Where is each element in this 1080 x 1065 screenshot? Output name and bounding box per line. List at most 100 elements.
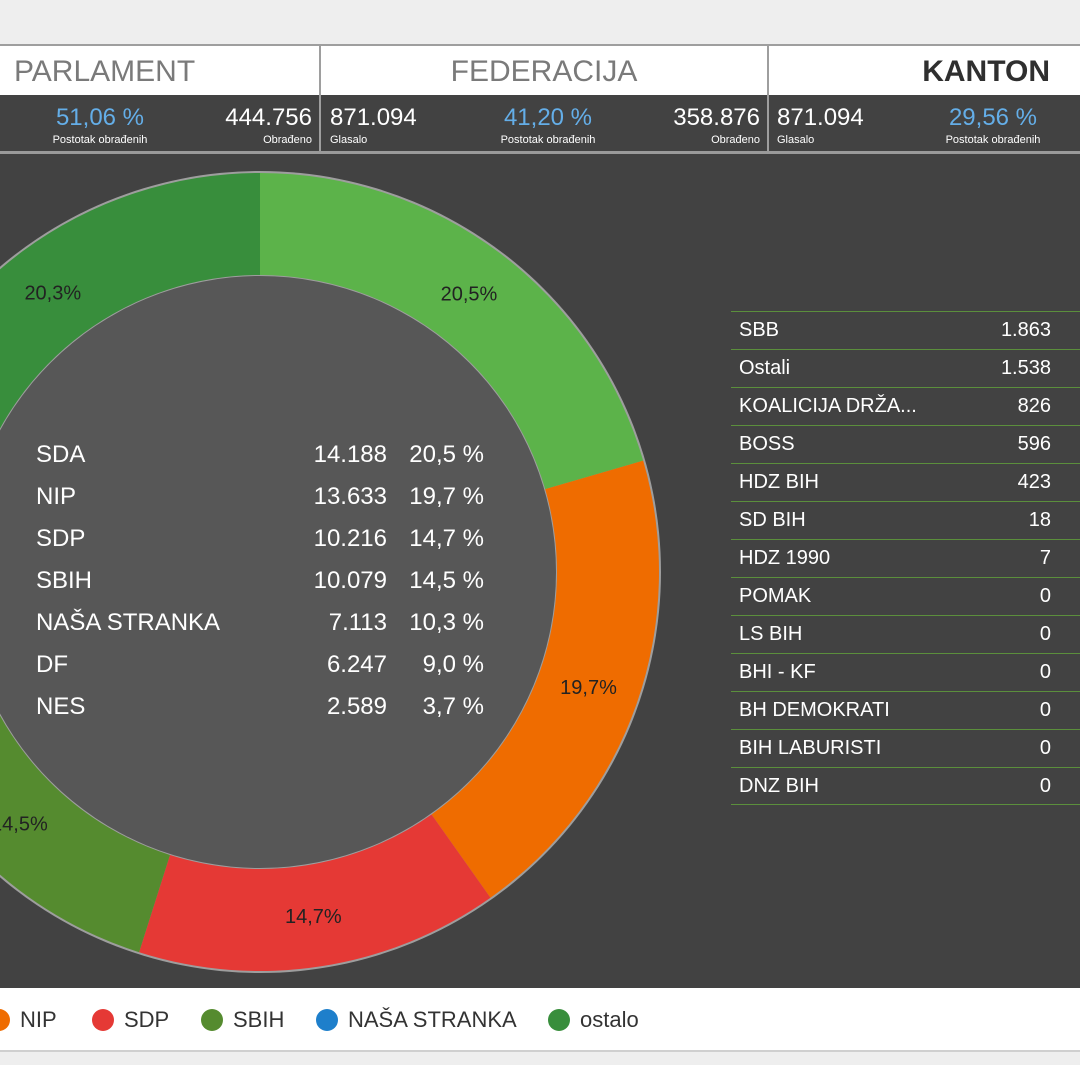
center-party-votes: 14.188	[314, 441, 387, 468]
chart-legend: NIP SDP SBIH NAŠA STRANKA ostalo	[0, 988, 1080, 1052]
slice-label-nip: 19,7%	[560, 677, 617, 699]
legend-item[interactable]: NAŠA STRANKA	[316, 1007, 517, 1033]
kanton-voted-label: Glasalo	[777, 134, 815, 146]
legend-dot-icon	[92, 1009, 114, 1031]
party-votes: 7	[1039, 547, 1051, 569]
center-party-votes: 2.589	[327, 693, 387, 720]
donut-slice-sbih[interactable]	[0, 674, 170, 953]
donut-slice-ostalo[interactable]	[0, 173, 260, 486]
table-row: KOALICIJA DRŽA... 826	[731, 387, 1080, 425]
stats-divider	[767, 95, 769, 151]
parlament-processed-label: Obrađeno	[263, 134, 312, 146]
table-row: HDZ 1990 7	[731, 539, 1080, 577]
party-votes: 1.538	[1000, 357, 1051, 379]
table-row: Ostali 1.538	[731, 349, 1080, 387]
party-votes: 0	[1039, 775, 1051, 797]
center-party-name: SDP	[36, 525, 85, 552]
party-name: BIH LABURISTI	[739, 737, 882, 759]
parlament-percent-label: Postotak obrađenih	[52, 134, 148, 146]
party-votes: 0	[1039, 699, 1051, 721]
bottom-divider	[0, 1050, 1080, 1052]
donut-slice-nip[interactable]	[431, 460, 659, 898]
party-votes: 18	[1028, 509, 1051, 531]
legend-label: NIP	[20, 1007, 57, 1032]
center-party-name: NIP	[36, 483, 76, 510]
center-party-percent: 14,5 %	[409, 567, 484, 594]
center-party-percent: 10,3 %	[409, 609, 484, 636]
kanton-percent-value: 29,56 %	[948, 104, 1038, 131]
legend-label: SDP	[124, 1007, 170, 1032]
federacija-voted-label: Glasalo	[330, 134, 368, 146]
donut-slice-sdp[interactable]	[139, 814, 491, 971]
center-party-percent: 19,7 %	[409, 483, 484, 510]
donut-slice-sda[interactable]	[260, 173, 644, 490]
stats-underline	[0, 151, 1080, 154]
federacija-percent-label: Postotak obrađenih	[500, 134, 596, 146]
party-name: SD BIH	[739, 509, 806, 531]
center-party-percent: 9,0 %	[423, 651, 484, 678]
party-name: POMAK	[739, 585, 812, 607]
tab-federacija[interactable]: FEDERACIJA	[450, 55, 638, 88]
center-party-votes: 10.079	[314, 567, 387, 594]
table-row: SD BIH 18	[731, 501, 1080, 539]
table-row: DNZ BIH 0	[731, 767, 1080, 805]
tab-parlament[interactable]: PARLAMENT	[14, 55, 196, 88]
party-name: KOALICIJA DRŽA...	[739, 395, 917, 417]
legend-dot-icon	[201, 1009, 223, 1031]
legend-label: ostalo	[580, 1007, 639, 1032]
center-party-percent: 3,7 %	[423, 693, 484, 720]
parlament-processed-value: 444.756	[225, 104, 312, 131]
slice-label-sbih: 14,5%	[0, 813, 48, 835]
tab-kanton[interactable]: KANTON	[922, 55, 1050, 88]
legend-dot-icon	[316, 1009, 338, 1031]
center-party-name: SDA	[36, 441, 85, 468]
donut-center	[0, 276, 556, 868]
party-name: Ostali	[739, 357, 791, 379]
table-row: BHI - KF 0	[731, 653, 1080, 691]
parlament-percent-value: 51,06 %	[55, 104, 145, 131]
legend-item[interactable]: SDP	[92, 1007, 169, 1033]
stats-bar	[0, 95, 1080, 151]
center-party-name: DF	[36, 651, 68, 678]
table-row: BOSS 596	[731, 425, 1080, 463]
stats-divider	[319, 95, 321, 151]
kanton-percent-label: Postotak obrađenih	[945, 134, 1041, 146]
party-name: SBB	[739, 319, 780, 341]
legend-item[interactable]: NIP	[0, 1007, 57, 1033]
party-name: HDZ BIH	[739, 471, 819, 493]
center-party-name: NES	[36, 693, 85, 720]
results-panel: 20,5% 19,7% 14,7% 14,5% 20,3% SDA 14.188 20,5 %…	[0, 154, 1080, 988]
table-row: SBB 1.863	[731, 311, 1080, 349]
legend-item[interactable]: ostalo	[548, 1007, 639, 1033]
party-name: DNZ BIH	[739, 775, 819, 797]
kanton-voted-value: 871.094	[777, 104, 864, 131]
party-name: BOSS	[739, 433, 795, 455]
legend-dot-icon	[548, 1009, 570, 1031]
party-votes: 0	[1039, 737, 1051, 759]
legend-label: SBIH	[233, 1007, 285, 1032]
federacija-processed-label: Obrađeno	[711, 134, 760, 146]
tab-divider	[319, 46, 321, 95]
legend-label: NAŠA STRANKA	[348, 1007, 517, 1032]
tab-bar: PARLAMENT FEDERACIJA KANTON	[0, 44, 1080, 95]
center-party-percent: 14,7 %	[409, 525, 484, 552]
party-votes: 596	[1017, 433, 1051, 455]
party-votes: 0	[1039, 661, 1051, 683]
legend-item[interactable]: SBIH	[201, 1007, 284, 1033]
center-party-votes: 7.113	[329, 609, 387, 636]
donut-chart: 20,5% 19,7% 14,7% 14,5% 20,3% SDA 14.188 20,5 %…	[0, 171, 661, 973]
party-name: HDZ 1990	[739, 547, 831, 569]
center-party-name: NAŠA STRANKA	[36, 608, 220, 636]
table-row: HDZ BIH 423	[731, 463, 1080, 501]
slice-label-ostalo: 20,3%	[24, 282, 81, 304]
party-votes: 826	[1017, 395, 1051, 417]
table-row: POMAK 0	[731, 577, 1080, 615]
table-row: LS BIH 0	[731, 615, 1080, 653]
table-row: BIH LABURISTI 0	[731, 729, 1080, 767]
party-votes: 423	[1017, 471, 1051, 493]
tab-divider	[767, 46, 769, 95]
center-party-votes: 6.247	[327, 651, 387, 678]
party-votes: 0	[1039, 585, 1051, 607]
center-party-name: SBIH	[36, 567, 92, 594]
slice-label-sdp: 14,7%	[285, 906, 342, 928]
